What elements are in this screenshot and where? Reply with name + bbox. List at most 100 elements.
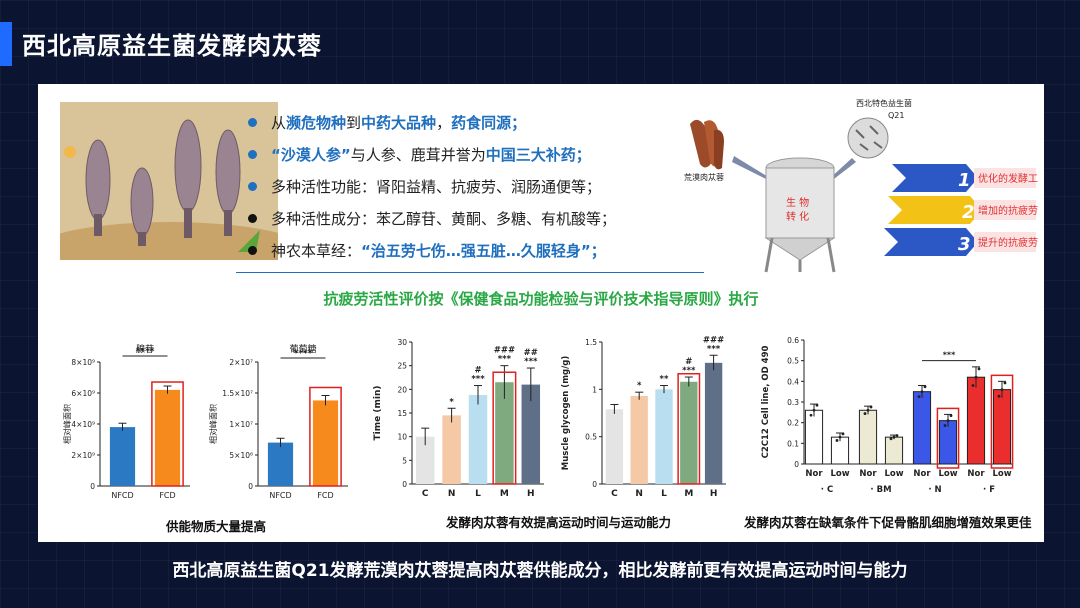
x-tick-label: Nor [805,469,823,479]
y-tick-label: 0 [794,460,799,469]
y-tick-label: 5 [402,456,407,465]
y-tick-label: 5×10⁶ [229,451,253,460]
y-tick-label: 1×10⁷ [229,420,253,429]
bar [109,427,136,486]
c2c12-cell-chart: 0 0.1 0.2 0.3 0.4 0.5 0.6 C2C12 Cell line, OD 4… [756,330,1018,510]
data-point [815,403,819,407]
bar [804,409,824,465]
bar [312,400,339,486]
x-tick-label: FCD [317,491,333,500]
significance-mark: # [474,366,481,376]
data-point [841,432,845,436]
data-point [889,437,893,441]
data-point [809,413,813,417]
bar [912,391,932,465]
x-tick-label: H [710,489,718,499]
key-point-text: “治五劳七伤…强五脏…久服轻身”； [361,241,606,260]
bullet-dot [248,245,257,255]
key-point-text: 药食同源； [451,113,527,132]
key-point-1: 从濒危物种到中药大品种，药食同源； [248,106,698,138]
significance-mark: *** [707,344,721,354]
strain-id-label: Q21 [888,111,904,120]
key-point-2: “沙漠人参” 与人参、鹿茸并誉为 中国三大补药； [248,138,698,170]
raw-material-label: 荒漠肉苁蓉 [684,172,724,182]
x-tick-label: Low [938,469,957,479]
page-title: 西北高原益生菌发酵肉苁蓉 [22,32,322,60]
step-2-label: 增加的抗疲劳成分 [978,204,1038,217]
y-tick-label: 2×10⁷ [229,358,253,367]
cistanche-photo [60,102,278,260]
group-label: · F [983,485,995,495]
y-tick-label: 4×10⁹ [71,420,95,429]
y-tick-label: 1.5 [585,338,597,347]
data-point [949,414,953,418]
y-tick-label: 20 [397,385,407,394]
adenosine-chart: 0 2×10⁹ 4×10⁹ 6×10⁹ 8×10⁹ 腺苷 相对峰面积 NFCD FCD **** [58,330,203,510]
content-panel: 从濒危物种到中药大品种，药食同源； “沙漠人参” 与人参、鹿茸并誉为 中国三大补药；… [38,84,1044,542]
footer-summary: 西北高原益生菌Q21发酵荒漠肉苁蓉提高肉苁蓉供能成分，相比发酵前更有效提高运动时… [172,561,908,581]
significance-mark: *** [524,357,538,367]
y-tick-label: 0.5 [585,433,597,442]
y-tick-label: 0.4 [787,377,799,386]
y-tick-label: 6×10⁹ [71,389,95,398]
bar [630,395,648,484]
divider-line [236,272,704,273]
y-tick-label: 0.1 [787,439,799,448]
highlight-box [309,386,342,487]
group-label: · N [928,485,941,495]
y-axis-label: Muscle glycogen (mg/g) [561,356,571,471]
x-tick-label: Nor [913,469,931,479]
significance-mark: *** [471,375,485,385]
y-tick-label: 0 [90,482,95,491]
y-tick-label: 30 [397,338,407,347]
data-point [866,408,870,412]
significance-mark: * [637,381,642,391]
key-point-text: 中药大品种 [361,113,437,132]
data-point [943,424,947,427]
data-point [997,394,1001,398]
tank-label-bottom: 转 化 [786,210,809,223]
highlight-box [492,371,517,485]
x-tick-label: L [661,489,667,499]
y-tick-label: 0.2 [787,419,799,428]
y-axis-label: 相对峰面积 [208,404,218,444]
y-axis-label: C2C12 Cell line, OD 490 [761,346,771,459]
y-tick-label: 1.5×10⁷ [222,389,253,398]
data-point [923,385,927,389]
chart-title: 腺苷 [136,343,154,355]
y-tick-label: 0.5 [787,357,799,366]
significance-mark: *** [943,351,956,360]
step-1-label: 优化的发酵工艺 [978,172,1038,185]
data-point [917,395,921,399]
highlight-box [677,373,701,485]
significance-mark: ### [703,335,724,345]
step-1-number: 1 [958,170,971,191]
significance-mark: ### [494,346,515,356]
bar [267,442,294,486]
caption-exercise: 发酵肉苁蓉有效提高运动时间与运动能力 [446,515,672,530]
key-point-text: 濒危物种 [286,113,347,132]
data-point [1003,381,1007,385]
y-tick-label: 8×10⁹ [71,358,95,367]
bar [468,395,488,484]
x-tick-label: NFCD [269,491,291,500]
highlight-box [151,381,184,487]
bar [442,415,461,484]
bar [415,436,435,484]
bar [521,384,541,484]
key-point-text: 从 [271,113,287,132]
significance-mark: *** [498,355,512,365]
significance-mark: *** [682,366,696,376]
tank-label-top: 生 物 [786,196,809,209]
y-tick-label: 10 [397,433,407,442]
bar [655,389,673,484]
group-label: · BM [870,485,891,495]
x-tick-label: N [448,489,456,499]
data-point [974,375,978,379]
significance-mark: * [449,397,454,407]
bar [704,362,723,484]
step-2-number: 2 [962,202,975,223]
data-point [971,384,975,387]
bar [992,389,1012,465]
y-tick-label: 0 [402,480,407,489]
